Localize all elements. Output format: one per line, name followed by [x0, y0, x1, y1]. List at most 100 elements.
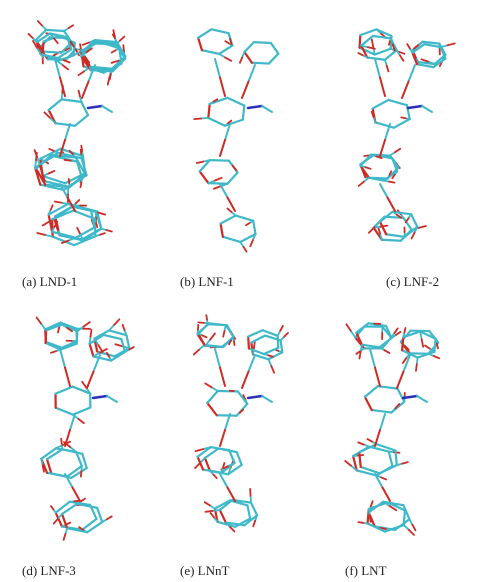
- bond: [403, 331, 420, 337]
- bond: [93, 396, 107, 398]
- bond: [110, 74, 111, 79]
- bond: [361, 36, 373, 46]
- bond: [221, 216, 236, 224]
- bond: [195, 463, 200, 468]
- bond: [208, 104, 209, 118]
- bond: [249, 65, 256, 82]
- bond: [65, 124, 70, 140]
- bond: [389, 452, 393, 466]
- bond: [47, 473, 67, 477]
- bond: [394, 119, 410, 128]
- bond: [345, 461, 351, 466]
- bond: [49, 171, 55, 174]
- bond: [114, 319, 119, 325]
- bond: [46, 30, 64, 31]
- bond: [351, 331, 355, 338]
- bond: [220, 474, 228, 488]
- bond: [249, 355, 256, 372]
- bond: [87, 372, 94, 389]
- bond: [254, 42, 271, 43]
- bond: [280, 326, 283, 331]
- bond: [243, 106, 244, 120]
- bond: [81, 499, 85, 502]
- bond: [381, 477, 386, 479]
- bond: [389, 40, 390, 44]
- bond: [207, 403, 216, 415]
- bond: [37, 233, 45, 235]
- bond: [228, 488, 236, 502]
- bond: [215, 178, 222, 181]
- bond: [82, 454, 86, 468]
- bond: [251, 336, 265, 343]
- bond: [417, 396, 427, 402]
- bond: [91, 70, 113, 71]
- panel-caption: (a) LND-1: [22, 274, 77, 289]
- bond: [278, 336, 279, 348]
- bond: [210, 333, 215, 339]
- bond: [79, 91, 80, 97]
- bond: [365, 386, 378, 397]
- bond: [43, 465, 44, 471]
- bond: [200, 171, 209, 183]
- bond: [211, 387, 217, 391]
- bond: [220, 368, 225, 387]
- bond: [207, 391, 218, 403]
- bond: [45, 235, 53, 237]
- bond: [360, 29, 376, 35]
- bond: [383, 488, 391, 502]
- bond: [375, 49, 391, 55]
- bond: [225, 41, 229, 43]
- bond: [35, 160, 36, 167]
- bond: [441, 45, 448, 47]
- bond: [395, 149, 400, 152]
- bond: [388, 198, 396, 212]
- bond: [424, 44, 440, 47]
- panel-caption: (d) LNF-3: [22, 563, 76, 578]
- bond: [220, 510, 226, 523]
- bond: [401, 117, 405, 118]
- bond: [247, 505, 250, 518]
- bond: [77, 331, 78, 344]
- bond: [394, 328, 397, 333]
- bond: [254, 342, 255, 348]
- bond: [437, 344, 438, 349]
- bond: [409, 530, 414, 535]
- bond: [51, 351, 56, 353]
- bond: [57, 224, 58, 230]
- bond: [373, 100, 389, 109]
- bond: [62, 93, 63, 100]
- bond: [91, 330, 92, 337]
- bond: [269, 359, 272, 366]
- bond: [107, 516, 112, 519]
- bond: [242, 372, 249, 389]
- bond: [248, 337, 249, 349]
- bond: [47, 459, 51, 473]
- bond: [244, 42, 254, 52]
- bond: [262, 396, 272, 402]
- bond: [94, 330, 109, 338]
- bond: [252, 63, 269, 64]
- bond: [94, 43, 116, 44]
- bond: [54, 519, 58, 524]
- bond: [284, 333, 288, 337]
- bond: [96, 223, 97, 227]
- bond: [211, 29, 228, 33]
- bond: [115, 344, 122, 346]
- bond: [225, 57, 231, 60]
- bond: [42, 41, 43, 54]
- panel-caption: (f) LNT: [345, 563, 387, 578]
- bond: [412, 525, 415, 531]
- bond: [80, 44, 81, 48]
- bond: [58, 328, 59, 333]
- bond: [107, 230, 112, 231]
- bond: [365, 397, 372, 410]
- bond: [422, 339, 424, 347]
- bond: [402, 82, 409, 99]
- panel-caption: (e) LNnT: [180, 563, 230, 578]
- bond: [202, 50, 219, 54]
- bond: [385, 50, 397, 60]
- bond: [63, 65, 68, 69]
- bond: [356, 323, 368, 332]
- bond: [123, 325, 125, 330]
- bond: [205, 383, 211, 387]
